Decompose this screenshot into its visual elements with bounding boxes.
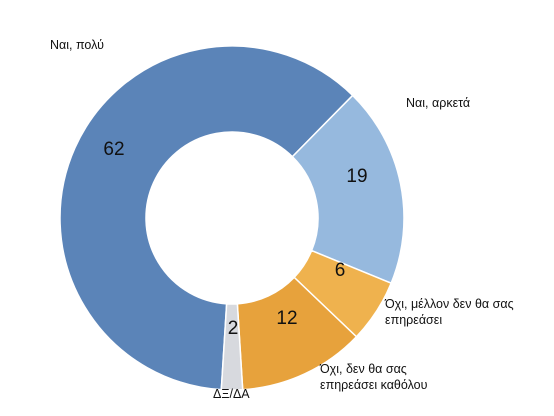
category-label-line: Όχι, μέλλον δεν θα σας [384,297,514,311]
category-label-line: Όχι, δεν θα σας [319,362,407,376]
category-label-line: ΔΞ/ΔΑ [213,387,250,401]
data-label-2: 19 [346,166,367,187]
data-label-4: 12 [276,308,297,329]
category-label-4: Όχι, δεν θα σας επηρεάσει καθόλου [319,362,428,392]
category-label-2: Ναι, αρκετά [406,96,470,110]
donut-slice-5 [220,303,244,391]
data-label-5: 2 [228,318,239,339]
category-label-1: Ναι, πολύ [50,38,104,52]
category-label-line: Ναι, αρκετά [406,96,470,110]
category-label-line: επηρεάσει [385,313,442,327]
donut-slice-1 [59,45,354,391]
category-label-3: Όχι, μέλλον δεν θα σας επηρεάσει [384,297,514,327]
data-label-3: 6 [335,260,346,281]
data-label-1: 62 [103,139,124,160]
category-label-line: επηρεάσει καθόλου [320,378,428,392]
donut-slice-2 [291,94,405,285]
category-label-line: Ναι, πολύ [50,38,104,52]
category-label-5: ΔΞ/ΔΑ [213,387,250,401]
